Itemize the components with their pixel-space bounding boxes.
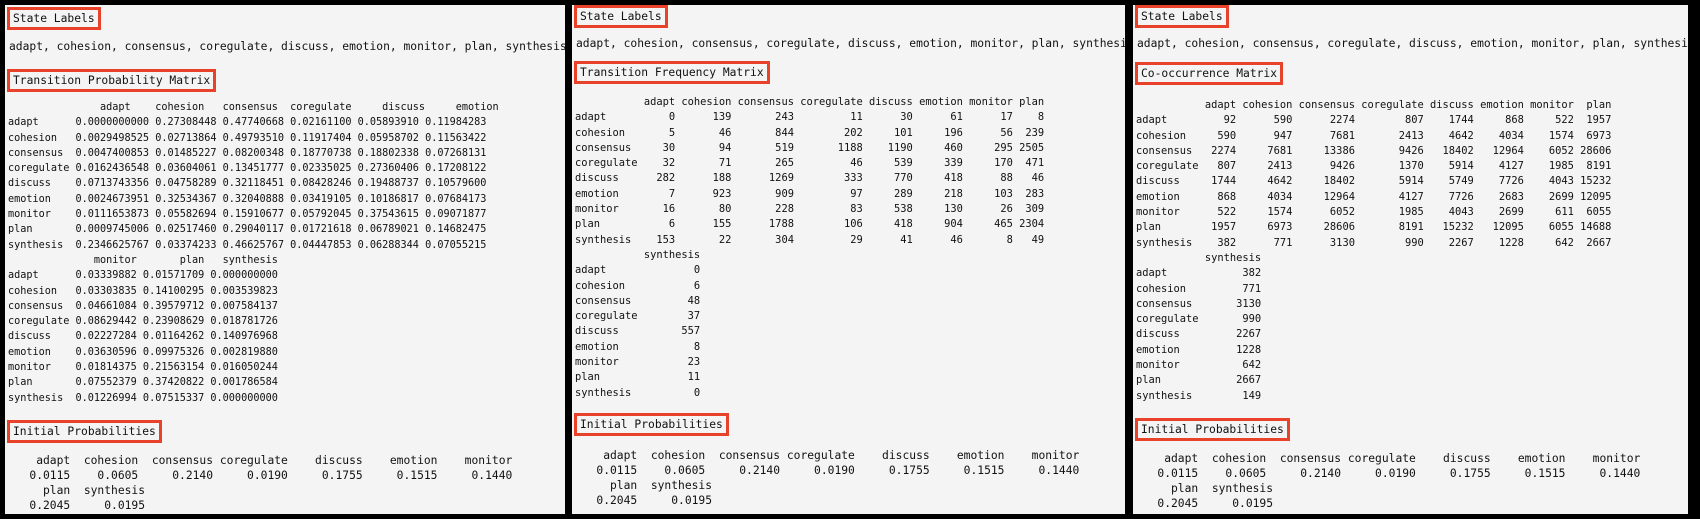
state-labels-heading: State Labels [1135, 5, 1229, 28]
transition-probability-matrix-heading: Transition Probability Matrix [7, 69, 217, 92]
state-labels-text: adapt, cohesion, consensus, coregulate, … [1137, 37, 1688, 50]
co-occurrence-matrix: adapt cohesion consensus coregulate disc… [1136, 99, 1612, 402]
transition-frequency-matrix-heading: Transition Frequency Matrix [574, 61, 770, 84]
transition-frequency-matrix: adapt cohesion consensus coregulate disc… [575, 96, 1045, 399]
output-panel-co-occurrence: State Labels adapt, cohesion, consensus,… [1133, 5, 1688, 514]
initial-probabilities-heading: Initial Probabilities [7, 420, 162, 443]
state-labels-heading: State Labels [7, 7, 101, 30]
state-labels-text: adapt, cohesion, consensus, coregulate, … [576, 37, 1125, 50]
initial-probabilities: adapt cohesion consensus coregulate disc… [29, 454, 513, 512]
co-occurrence-matrix-heading: Co-occurrence Matrix [1135, 62, 1284, 85]
initial-probabilities: adapt cohesion consensus coregulate disc… [596, 449, 1080, 507]
output-panel-transition-probabilities: State Labels adapt, cohesion, consensus,… [5, 5, 565, 514]
transition-probability-matrix: adapt cohesion consensus coregulate disc… [8, 102, 499, 404]
state-labels-heading: State Labels [574, 5, 668, 28]
state-labels-text: adapt, cohesion, consensus, coregulate, … [9, 40, 565, 53]
output-panel-transition-frequencies: State Labels adapt, cohesion, consensus,… [572, 5, 1125, 514]
initial-probabilities-heading: Initial Probabilities [574, 413, 729, 436]
initial-probabilities: adapt cohesion consensus coregulate disc… [1157, 452, 1641, 510]
initial-probabilities-heading: Initial Probabilities [1135, 418, 1290, 441]
